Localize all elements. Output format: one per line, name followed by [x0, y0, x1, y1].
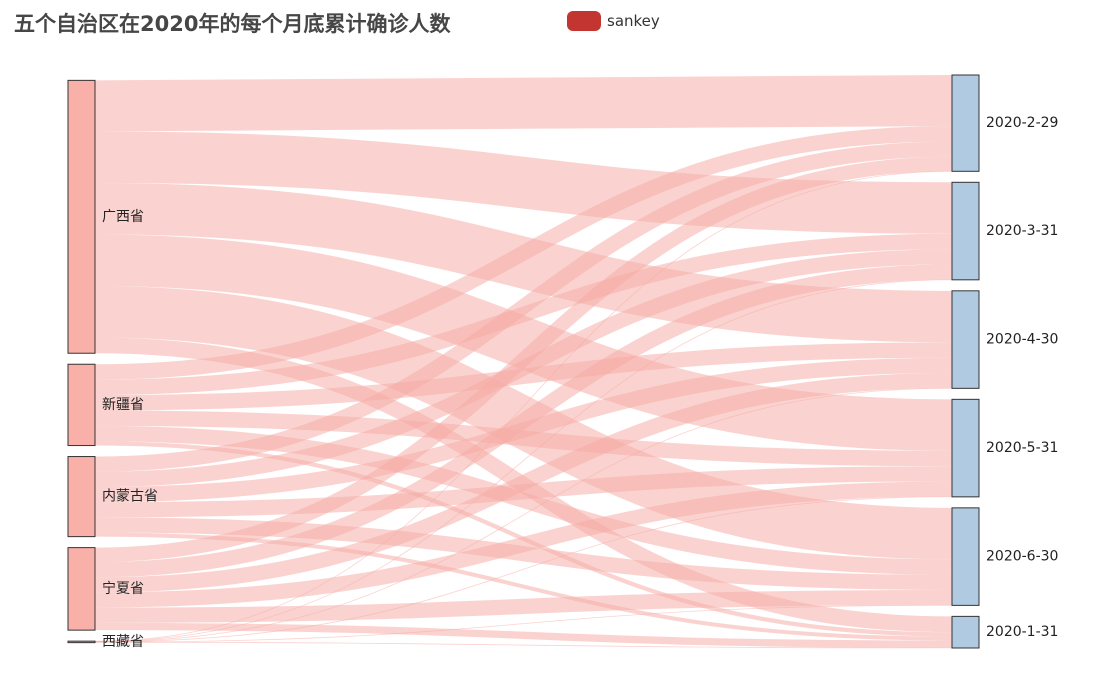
sankey-node-target[interactable] — [951, 398, 980, 498]
sankey-link[interactable] — [94, 372, 953, 593]
sankey-link[interactable] — [94, 126, 953, 380]
sankey-node-label: 2020-6-30 — [986, 549, 1058, 565]
sankey-node-source[interactable] — [67, 640, 96, 644]
chart-title: 五个自治区在2020年的每个月底累计确诊人数 — [14, 12, 451, 36]
sankey-node-target[interactable] — [951, 181, 980, 281]
sankey-link[interactable] — [94, 131, 953, 234]
sankey-link[interactable] — [94, 74, 953, 132]
sankey-node-label: 西藏省 — [102, 634, 144, 650]
sankey-node-source[interactable] — [67, 363, 96, 447]
sankey-node-label: 2020-1-31 — [986, 624, 1058, 640]
sankey-link[interactable] — [94, 532, 953, 641]
sankey-link[interactable] — [94, 604, 953, 643]
sankey-link[interactable] — [94, 387, 953, 643]
sankey-node-label: 2020-3-31 — [986, 223, 1058, 239]
sankey-node-source[interactable] — [67, 79, 96, 354]
sankey-node-source[interactable] — [67, 547, 96, 631]
sankey-link[interactable] — [94, 264, 953, 578]
legend[interactable]: sankey — [567, 11, 660, 31]
sankey-node-source[interactable] — [67, 456, 96, 538]
sankey-link[interactable] — [94, 410, 953, 467]
legend-swatch — [567, 11, 601, 31]
sankey-node-target[interactable] — [951, 507, 980, 606]
sankey-node-target[interactable] — [951, 290, 980, 389]
sankey-node-label: 2020-2-29 — [986, 115, 1058, 131]
sankey-node-label: 2020-4-30 — [986, 332, 1058, 348]
sankey-link[interactable] — [94, 182, 953, 343]
sankey-node-label: 内蒙古省 — [102, 489, 158, 505]
sankey-node-label: 宁夏省 — [102, 580, 144, 597]
sankey-link[interactable] — [94, 234, 953, 451]
links-layer — [94, 74, 953, 649]
sankey-node-label: 广西省 — [102, 209, 144, 225]
sankey-node-target[interactable] — [951, 615, 980, 649]
sankey-link[interactable] — [94, 279, 953, 642]
sankey-link[interactable] — [94, 466, 953, 518]
sankey-link[interactable] — [94, 156, 953, 563]
legend-label: sankey — [607, 12, 660, 30]
sankey-link[interactable] — [94, 496, 953, 643]
sankey-link[interactable] — [94, 589, 953, 623]
sankey-link[interactable] — [94, 141, 953, 472]
sankey-node-label: 2020-5-31 — [986, 440, 1058, 456]
sankey-node-target[interactable] — [951, 74, 980, 172]
sankey-link[interactable] — [94, 641, 953, 649]
sankey-link[interactable] — [94, 481, 953, 608]
sankey-node-label: 新疆省 — [102, 397, 144, 413]
sankey-link[interactable] — [94, 170, 953, 642]
